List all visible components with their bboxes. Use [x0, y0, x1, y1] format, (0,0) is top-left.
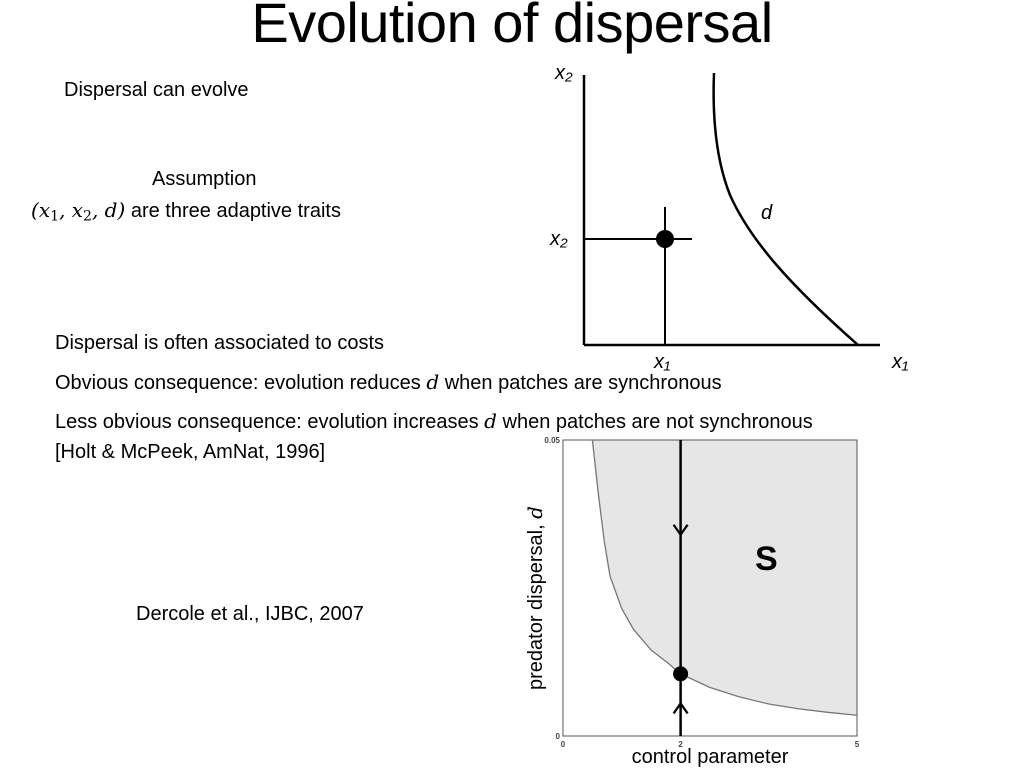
trait-d-curve [712, 72, 859, 346]
assumption-line: (x1, x2, d) are three adaptive traits [31, 198, 341, 229]
bif-x-tick-label: 2 [678, 740, 683, 749]
trait-point-x-label: x₁ [653, 351, 670, 373]
trait-curve-label: d [761, 202, 773, 224]
trait-point-y-label: x₂ [549, 228, 568, 250]
bifurcation-plot: 0 2 5 0 0.05 S control parameter predator di… [523, 436, 860, 768]
trait-space-plot: x₂ x₂ x₁ x₁ d [549, 62, 908, 373]
bif-y-tick-label: 0 [556, 732, 561, 741]
holt-reference: [Holt & McPeek, AmNat, 1996] [55, 441, 326, 463]
costs-text: Dispersal is often associated to costs [55, 332, 385, 354]
bif-region-s [592, 440, 857, 716]
bif-x-tick-label: 5 [855, 740, 860, 749]
bif-y-tick-label: 0.05 [544, 436, 560, 445]
bif-equilibrium-point [673, 666, 689, 682]
dercole-reference: Dercole et al., IJBC, 2007 [136, 603, 364, 625]
bif-region-label: S [755, 540, 778, 578]
trait-point [656, 230, 674, 248]
trait-y-axis-label: x₂ [554, 62, 573, 84]
traits-tuple: (x1, x2, d) [31, 198, 126, 225]
bif-arrow-down [672, 524, 689, 537]
bif-arrow-up [672, 701, 689, 715]
bif-y-axis-label: predator dispersal, d [523, 506, 547, 690]
obvious-consequence-text: Obvious consequence: evolution reduces d… [55, 370, 722, 394]
assumption-rest: are three adaptive traits [125, 200, 341, 222]
bif-boundary-curve [591, 439, 858, 716]
trait-x-axis-label: x₁ [891, 351, 908, 373]
assumption-heading: Assumption [152, 168, 257, 190]
bif-x-axis-label: control parameter [632, 746, 789, 768]
bif-x-tick-label: 0 [561, 740, 566, 749]
dispersal-can-evolve-text: Dispersal can evolve [64, 79, 249, 101]
slide-title: Evolution of dispersal [251, 0, 773, 54]
bif-plot-frame [562, 439, 858, 737]
less-obvious-consequence-text: Less obvious consequence: evolution incr… [55, 409, 813, 433]
